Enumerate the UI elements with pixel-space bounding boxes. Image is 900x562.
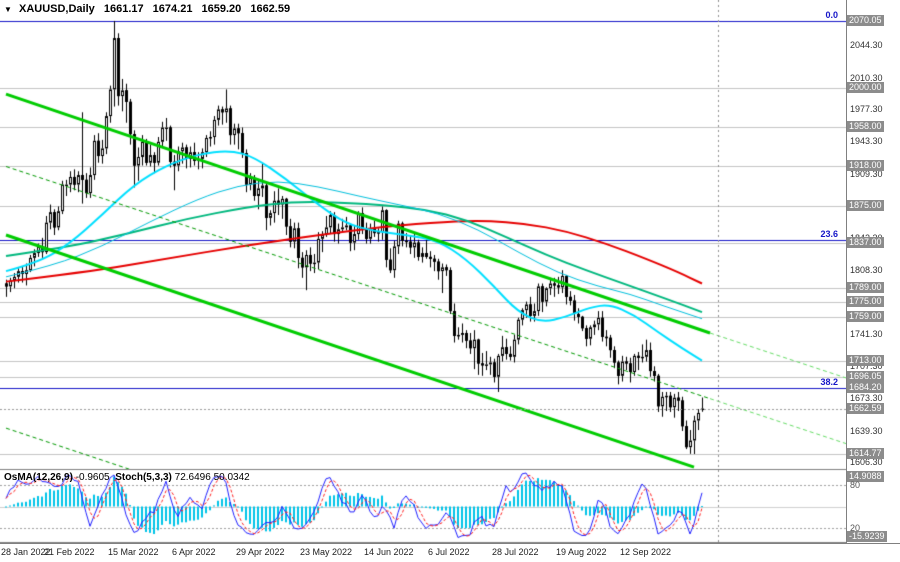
- date-label: 6 Jul 2022: [428, 547, 470, 557]
- date-label: 28 Jan 2022: [1, 547, 51, 557]
- stoch-d-value: 50.0342: [213, 472, 250, 483]
- price-tick-label: 1741.30: [850, 328, 883, 339]
- price-level-tag: 1875.00: [847, 200, 884, 212]
- chart-canvas[interactable]: [0, 0, 846, 543]
- date-label: 12 Sep 2022: [620, 547, 672, 557]
- price-level-tag: 1837.00: [847, 236, 884, 248]
- price-tick-label: 1808.30: [850, 264, 883, 275]
- price-level-tag: 1759.00: [847, 310, 884, 322]
- fib-level-label-0.0: 0.0: [825, 9, 838, 20]
- price-level-tag: 1918.00: [847, 159, 884, 171]
- date-label: 23 May 2022: [300, 547, 353, 557]
- price-tick-label: 1606.30: [850, 457, 883, 468]
- indicator-label: OsMA(12,26,9) -0.9605 Stoch(5,3,3) 72.64…: [4, 472, 250, 483]
- date-label: 14 Jun 2022: [364, 547, 414, 557]
- time-axis[interactable]: 28 Jan 2022 21 Feb 2022 15 Mar 2022 6 Apr 2…: [0, 543, 900, 562]
- osma-value: -0.9605: [75, 472, 110, 483]
- indicator-level-80: 80: [850, 479, 861, 490]
- stoch-k-value: 72.6496: [174, 472, 211, 483]
- symbol-timeframe-label: XAUUSD,Daily: [18, 3, 95, 15]
- price-tick-label: 1673.30: [850, 393, 883, 404]
- symbol-dropdown-icon[interactable]: ▼: [4, 5, 12, 14]
- price-level-tag: 1713.00: [847, 354, 884, 366]
- price-level-tag: 2070.05: [847, 14, 884, 26]
- price-tick-label: 1639.30: [850, 425, 883, 436]
- osma-name: OsMA(12,26,9): [4, 472, 73, 483]
- quote-header: ▼ XAUUSD,Daily 1661.17 1674.21 1659.20 1…: [4, 3, 290, 15]
- price-level-tag: 2000.00: [847, 81, 884, 93]
- quote-high: 1674.21: [152, 3, 193, 15]
- price-axis[interactable]: 2044.302010.301977.301943.301909.301842.…: [846, 0, 900, 543]
- quote-close: 1662.59: [250, 3, 291, 15]
- price-tick-label: 2044.30: [850, 40, 883, 51]
- price-level-tag: 1614.77: [847, 448, 884, 460]
- price-level-tag: 1958.00: [847, 121, 884, 133]
- fib-level-label-23.6: 23.6: [820, 229, 838, 240]
- date-label: 19 Aug 2022: [556, 547, 607, 557]
- indicator-min-tag: -15.9239: [847, 531, 887, 542]
- date-label: 28 Jul 2022: [492, 547, 539, 557]
- fib-level-label-38.2: 38.2: [820, 376, 838, 387]
- price-level-tag: 1684.20: [847, 381, 884, 393]
- price-tick-label: 2010.30: [850, 72, 883, 83]
- price-level-tag: 1696.05: [847, 370, 884, 382]
- price-level-tag: 1662.59: [847, 402, 884, 414]
- price-tick-label: 1943.30: [850, 136, 883, 147]
- date-label: 21 Feb 2022: [44, 547, 95, 557]
- indicator-level-20: 20: [850, 523, 861, 534]
- indicator-max-tag: 14.9088: [847, 471, 884, 482]
- quote-low: 1659.20: [201, 3, 242, 15]
- price-level-tag: 1775.00: [847, 295, 884, 307]
- date-label: 6 Apr 2022: [172, 547, 216, 557]
- stoch-name: Stoch(5,3,3): [115, 472, 172, 483]
- date-label: 29 Apr 2022: [236, 547, 285, 557]
- price-tick-label: 1707.30: [850, 361, 883, 371]
- price-level-tag: 1789.00: [847, 282, 884, 294]
- date-label: 15 Mar 2022: [108, 547, 159, 557]
- price-tick-label: 1977.30: [850, 104, 883, 115]
- price-tick-label: 1909.30: [850, 168, 883, 179]
- quote-open: 1661.17: [103, 3, 144, 15]
